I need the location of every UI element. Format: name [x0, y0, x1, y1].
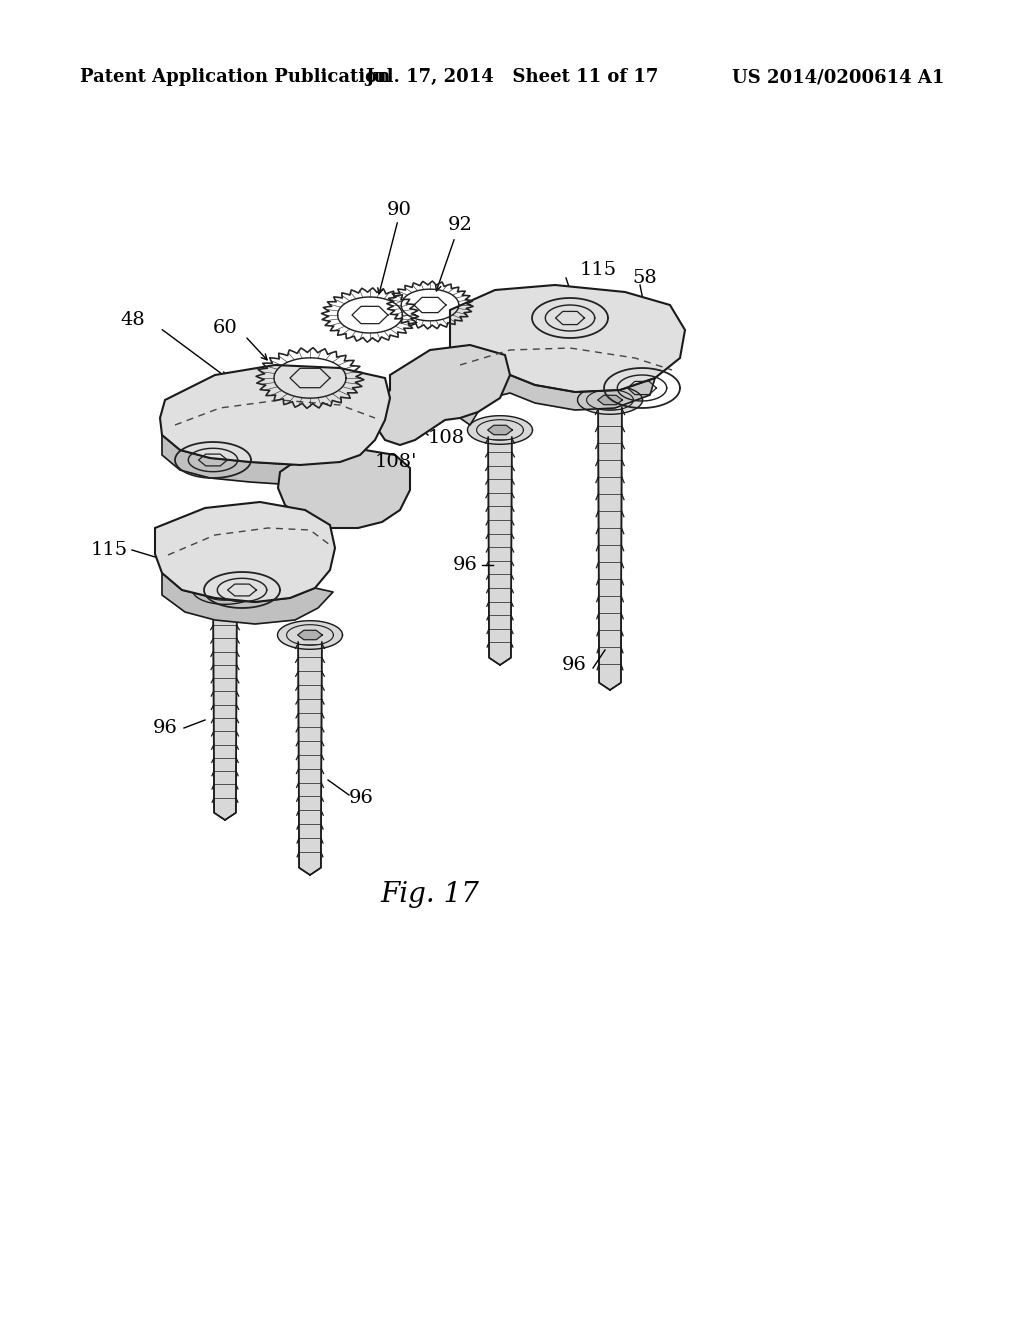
Text: 48: 48: [120, 312, 145, 329]
Polygon shape: [213, 597, 237, 820]
Text: 92: 92: [449, 216, 473, 234]
Polygon shape: [278, 450, 410, 528]
Text: 90: 90: [387, 201, 412, 219]
Polygon shape: [445, 285, 685, 408]
Text: 96: 96: [562, 656, 587, 675]
Polygon shape: [488, 437, 512, 665]
Polygon shape: [162, 573, 333, 624]
Polygon shape: [298, 630, 323, 640]
Polygon shape: [460, 375, 655, 425]
Text: 58: 58: [632, 269, 656, 286]
Polygon shape: [193, 576, 257, 605]
Text: 60: 60: [212, 319, 237, 337]
Polygon shape: [278, 620, 342, 649]
Text: 115: 115: [91, 541, 128, 558]
Polygon shape: [578, 385, 642, 414]
Text: 96: 96: [154, 719, 178, 737]
Polygon shape: [298, 642, 322, 875]
Polygon shape: [160, 366, 390, 465]
Polygon shape: [375, 345, 510, 445]
Polygon shape: [155, 502, 335, 602]
Text: 96: 96: [349, 789, 374, 807]
Text: 58': 58': [163, 418, 193, 437]
Text: 115: 115: [580, 261, 617, 279]
Text: US 2014/0200614 A1: US 2014/0200614 A1: [731, 69, 944, 86]
Text: 108: 108: [428, 429, 465, 447]
Polygon shape: [487, 425, 512, 434]
Polygon shape: [162, 436, 375, 484]
Polygon shape: [598, 407, 622, 690]
Text: Patent Application Publication: Patent Application Publication: [80, 69, 390, 86]
Polygon shape: [598, 395, 623, 405]
Text: 108': 108': [375, 453, 418, 471]
Polygon shape: [468, 416, 532, 445]
Text: 96: 96: [454, 556, 478, 574]
Text: Fig. 17: Fig. 17: [381, 882, 479, 908]
Polygon shape: [213, 585, 238, 595]
Text: Jul. 17, 2014   Sheet 11 of 17: Jul. 17, 2014 Sheet 11 of 17: [366, 69, 658, 86]
